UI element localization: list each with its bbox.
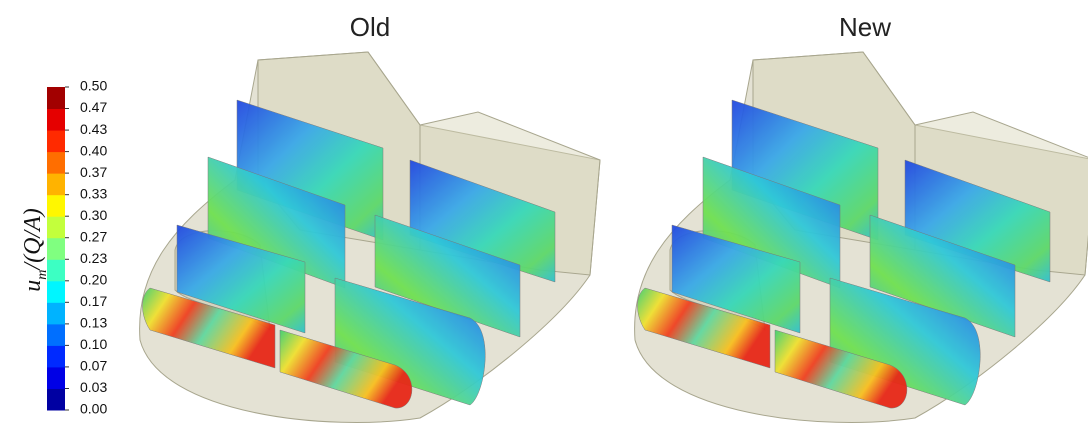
colorbar-tick-label: 0.23: [80, 250, 107, 266]
colorbar-band: [47, 367, 65, 389]
colorbar-tick-label: 0.07: [80, 358, 107, 374]
colorbar-band: [47, 130, 65, 152]
panel-title: New: [839, 12, 891, 42]
colorbar-tick-label: 0.27: [80, 228, 107, 244]
colorbar-tick-label: 0.10: [80, 336, 107, 352]
colorbar-tick-label: 0.00: [80, 401, 107, 417]
colorbar-band: [47, 324, 65, 346]
colorbar-band: [47, 302, 65, 324]
colorbar-tick-label: 0.50: [80, 78, 107, 94]
colorbar-tick-label: 0.20: [80, 272, 107, 288]
colorbar-tick-label: 0.47: [80, 99, 107, 115]
label-main: u: [20, 280, 46, 292]
label-rest: /(Q/A): [20, 208, 46, 271]
colorbar-band: [47, 345, 65, 367]
colorbar-tick-label: 0.43: [80, 121, 107, 137]
colorbar-band: [47, 388, 65, 410]
colorbar-tick-label: 0.33: [80, 185, 107, 201]
colorbar-band: [47, 109, 65, 131]
colorbar-tick-label: 0.13: [80, 315, 107, 331]
panel: New: [635, 12, 1088, 422]
colorbar-label: um/(Q/A): [20, 208, 50, 291]
colorbar-tick-label: 0.17: [80, 293, 107, 309]
colorbar-band: [47, 238, 65, 260]
colorbar-band: [47, 259, 65, 281]
figure: um/(Q/A) 0.00 0.03 0.07 0.10 0.13 0.17 0.20 0.2…: [0, 0, 1088, 430]
panel-title: Old: [350, 12, 390, 42]
colorbar-band: [47, 281, 65, 303]
colorbar-band: [47, 216, 65, 238]
colorbar-tick-label: 0.40: [80, 142, 107, 158]
colorbar-band: [47, 152, 65, 174]
colorbar-band: [47, 173, 65, 195]
colorbar-band: [47, 195, 65, 217]
colorbar-tick-label: 0.30: [80, 207, 107, 223]
colorbar-band: [47, 87, 65, 109]
panel: Old: [140, 12, 600, 422]
colorbar-tick-label: 0.03: [80, 379, 107, 395]
colorbar-tick-label: 0.37: [80, 164, 107, 180]
